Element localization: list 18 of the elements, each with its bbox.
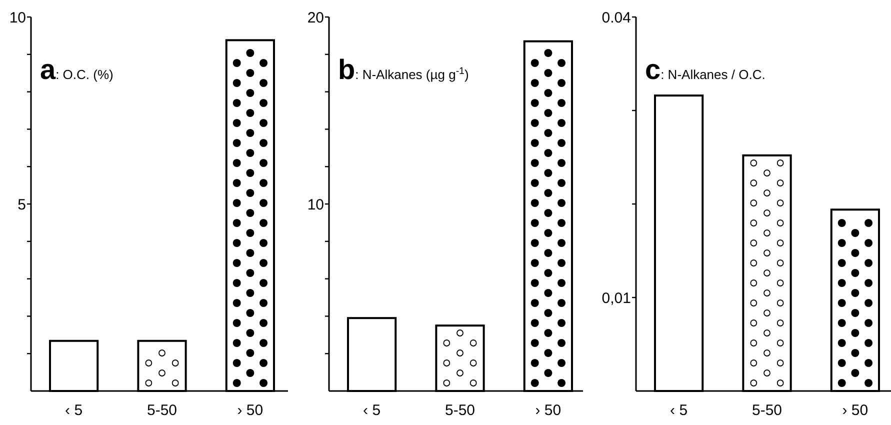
text: a: O.C. (%) (40, 54, 114, 85)
x-tick-label: › 50 (535, 402, 562, 419)
x-tick-label: 5-50 (752, 402, 782, 419)
y-tick-label: 10 (307, 196, 324, 214)
x-tick-label: ‹ 5 (363, 402, 381, 419)
text: c: N-Alkanes / O.C. (645, 54, 766, 85)
y-tick-label: 5 (18, 196, 26, 214)
y-tick-label: 10 (9, 9, 26, 26)
x-tick-label: ‹ 5 (670, 402, 688, 419)
y-tick-label: 0,01 (602, 290, 631, 307)
text: b: N-Alkanes (µg g$^{-1}$) (338, 54, 469, 85)
x-tick-label: › 50 (237, 402, 264, 419)
y-tick-label: 20 (307, 9, 324, 26)
x-tick-label: 5-50 (146, 402, 178, 419)
x-tick-label: › 50 (842, 402, 868, 419)
x-tick-label: 5-50 (444, 402, 476, 419)
x-tick-label: ‹ 5 (65, 402, 83, 419)
y-tick-label: 0.04 (602, 9, 631, 26)
